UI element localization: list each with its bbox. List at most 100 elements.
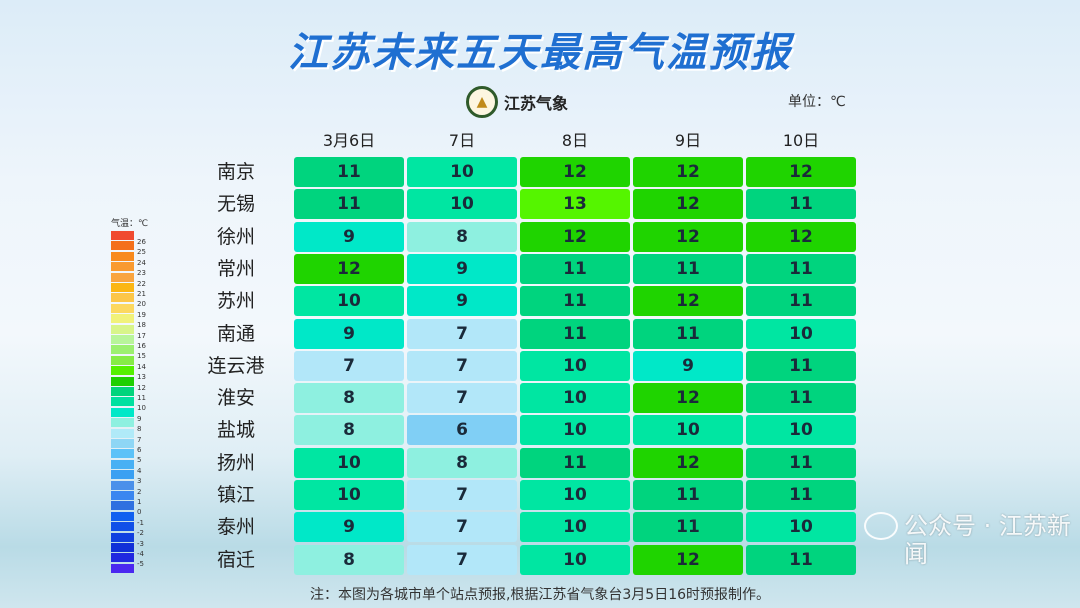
temperature-cell: 12	[746, 221, 856, 252]
legend-swatch	[111, 543, 134, 552]
legend-label: 22	[137, 279, 146, 288]
legend-swatch	[111, 439, 134, 448]
temperature-cell: 10	[520, 415, 630, 446]
legend-label: -4	[137, 550, 144, 558]
legend-swatch	[111, 491, 134, 500]
legend-swatch	[111, 324, 134, 334]
temperature-cell: 9	[407, 253, 517, 284]
temperature-cell: 11	[746, 383, 856, 414]
legend-label: 1	[137, 498, 142, 506]
city-label: 徐州	[216, 225, 255, 248]
temperature-cell: 8	[407, 221, 517, 252]
legend-swatch	[111, 407, 134, 417]
legend-label: -5	[137, 560, 144, 569]
legend-label: 11	[137, 394, 146, 402]
legend-swatch	[111, 459, 134, 469]
temperature-cell: 11	[520, 286, 630, 317]
legend-swatch	[111, 470, 134, 480]
temperature-cell: 11	[520, 253, 630, 284]
temperature-cell: 8	[294, 415, 404, 446]
column-header: 9日	[674, 131, 702, 150]
temperature-cell: 10	[294, 480, 404, 510]
temperature-cell: 10	[746, 415, 856, 446]
legend-label: 6	[137, 446, 142, 454]
temperature-cell: 7	[407, 480, 517, 510]
temperature-cell: 8	[407, 447, 517, 478]
temperature-cell: 11	[633, 318, 743, 349]
temperature-cell: 9	[407, 286, 517, 317]
legend-swatch	[111, 272, 134, 282]
logo-text: 江苏气象	[504, 94, 569, 113]
temperature-cell: 12	[633, 447, 743, 478]
column-header: 10日	[782, 131, 820, 150]
legend-swatch	[111, 303, 134, 313]
legend-label: 20	[137, 300, 146, 309]
logo: ▲ 江苏气象	[466, 86, 568, 118]
temperature-cell: 9	[633, 350, 743, 381]
temperature-cell: 7	[294, 350, 404, 381]
legend-swatch	[111, 553, 134, 563]
city-label: 镇江	[216, 484, 255, 506]
temperature-cell: 11	[746, 350, 856, 381]
legend-swatch	[111, 501, 134, 511]
legend-swatch	[111, 532, 134, 542]
temperature-cell: 9	[294, 221, 404, 252]
city-label: 扬州	[216, 451, 255, 474]
temperature-cell: 7	[407, 383, 517, 414]
temperature-cell: 10	[520, 544, 630, 575]
temperature-cell: 10	[520, 512, 630, 543]
legend-label: 19	[137, 310, 146, 319]
legend-swatch	[111, 335, 134, 344]
legend-label: 12	[137, 383, 146, 392]
legend-label: 17	[137, 331, 146, 340]
legend-swatch	[111, 241, 134, 251]
legend-swatch	[111, 283, 134, 292]
legend-label: 18	[137, 321, 146, 330]
temperature-cell: 7	[407, 512, 517, 543]
temperature-cell: 12	[520, 221, 630, 252]
legend-label: 23	[137, 269, 146, 278]
legend-label: -3	[137, 539, 144, 548]
city-label: 连云港	[207, 354, 265, 377]
temperature-cell: 9	[294, 512, 404, 543]
legend-swatch	[111, 251, 134, 261]
temperature-cell: 13	[520, 189, 630, 220]
city-label: 南通	[216, 322, 255, 345]
city-label: 南京	[216, 161, 255, 183]
legend-label: 24	[137, 258, 146, 267]
temperature-cell: 10	[294, 447, 404, 478]
legend-swatch	[111, 387, 134, 396]
temperature-cell: 8	[294, 383, 404, 414]
temperature-cell: 11	[520, 447, 630, 478]
legend-label: 7	[137, 435, 142, 444]
temperature-cell: 10	[633, 415, 743, 446]
legend-label: -2	[137, 529, 144, 538]
legend-label: 15	[137, 352, 146, 361]
legend-label: 2	[137, 487, 142, 496]
legend-label: 5	[137, 456, 142, 465]
city-label: 淮安	[216, 387, 255, 410]
city-label: 泰州	[216, 516, 255, 539]
temperature-cell: 11	[633, 512, 743, 543]
legend-title: 气温：℃	[111, 219, 149, 229]
watermark: 公众号 · 江苏新闻	[864, 512, 1076, 568]
legend-label: 21	[137, 290, 146, 298]
legend-swatch	[111, 418, 134, 428]
temperature-cell: 10	[746, 512, 856, 543]
temperature-cell: 12	[633, 286, 743, 317]
temperature-cell: 12	[633, 544, 743, 575]
wechat-icon	[864, 512, 898, 540]
column-header: 8日	[561, 131, 589, 150]
city-label: 无锡	[216, 193, 255, 216]
temperature-cell: 10	[407, 189, 517, 220]
temperature-cell: 10	[520, 383, 630, 414]
city-label: 苏州	[216, 290, 255, 313]
legend-label: 13	[137, 373, 146, 382]
temperature-cell: 12	[746, 157, 856, 187]
column-header: 7日	[448, 131, 476, 150]
legend-swatch	[111, 262, 134, 272]
legend-label: 25	[137, 248, 146, 257]
legend-swatch	[111, 563, 134, 573]
temperature-cell: 12	[633, 221, 743, 252]
temperature-cell: 12	[633, 383, 743, 414]
